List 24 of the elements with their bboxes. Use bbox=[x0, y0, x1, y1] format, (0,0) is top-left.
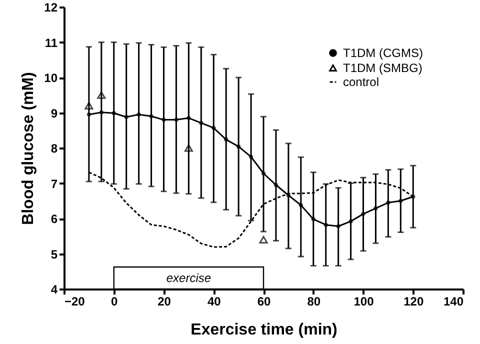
x-tick-label: 40 bbox=[207, 294, 222, 308]
x-tick-label: 100 bbox=[354, 294, 374, 308]
x-tick-label: −20 bbox=[64, 294, 86, 308]
x-tick-label: 120 bbox=[404, 294, 424, 308]
y-tick-label: 5 bbox=[50, 247, 58, 262]
y-axis-title: Blood glucose (mM) bbox=[20, 72, 38, 225]
x-tick-label: 0 bbox=[111, 294, 118, 308]
x-tick-label: 140 bbox=[443, 294, 464, 308]
y-tick-label: 10 bbox=[44, 71, 58, 85]
x-axis-title: Exercise time (min) bbox=[190, 322, 338, 338]
legend-label: T1DM (SMBG) bbox=[343, 61, 422, 75]
y-tick-label: 4 bbox=[50, 282, 58, 296]
y-tick-label: 11 bbox=[44, 36, 58, 50]
y-tick-label: 6 bbox=[50, 212, 58, 226]
legend-label: T1DM (CGMS) bbox=[343, 46, 423, 60]
band-label: exercise bbox=[166, 271, 212, 285]
x-tick-label: 60 bbox=[257, 294, 271, 308]
y-tick-label: 8 bbox=[50, 142, 58, 156]
y-tick-label: 7 bbox=[50, 176, 58, 191]
legend-label: control bbox=[343, 75, 380, 89]
x-tick-label: 80 bbox=[307, 294, 321, 308]
y-tick-label: 12 bbox=[44, 0, 58, 14]
x-tick-label: 20 bbox=[158, 294, 172, 308]
y-tick-label: 9 bbox=[50, 106, 58, 120]
